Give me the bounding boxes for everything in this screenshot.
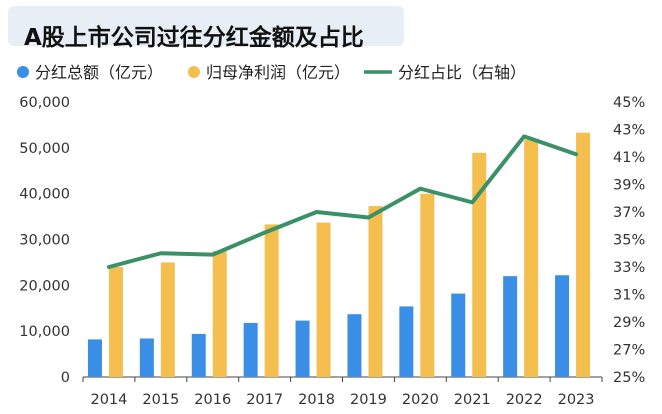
legend-dividend-marker: [17, 66, 29, 78]
x-tick-label: 2016: [194, 392, 231, 408]
bar-profit: [576, 132, 591, 377]
ratio-point: [366, 216, 370, 219]
bar-profit: [472, 152, 487, 377]
left-tick-label: 60,000: [19, 95, 70, 111]
right-axis-ticks: 25% 27% 29% 31% 33% 35% 37% 39% 41% 43% 45%: [613, 95, 645, 386]
ratio-point: [418, 187, 422, 191]
bar-profit: [212, 250, 227, 377]
ratio-line-group: [106, 134, 579, 269]
right-tick-label: 35%: [613, 233, 645, 249]
left-tick-label: 40,000: [19, 187, 70, 203]
ratio-point: [159, 251, 163, 255]
x-tick-label: 2021: [454, 392, 491, 408]
ratio-point: [470, 200, 474, 204]
bar-dividend: [555, 275, 570, 377]
right-tick-label: 29%: [613, 315, 645, 331]
legend-ratio-label: 分红占比（右轴）: [398, 63, 526, 82]
chart-title: A股上市公司过往分红金额及占比: [24, 25, 364, 51]
ratio-point: [107, 265, 111, 269]
ratio-point: [315, 210, 319, 214]
right-tick-label: 27%: [613, 343, 645, 359]
bar-dividend: [191, 333, 206, 377]
bar-dividend: [399, 306, 414, 377]
right-tick-label: 31%: [613, 288, 645, 304]
right-tick-label: 25%: [613, 370, 645, 386]
left-tick-label: 30,000: [19, 233, 70, 249]
legend-profit-marker: [188, 66, 200, 78]
left-tick-label: 20,000: [19, 278, 70, 294]
legend: 分红总额（亿元） 归母净利润（亿元） 分红占比（右轴）: [17, 63, 526, 82]
right-tick-label: 39%: [613, 178, 645, 194]
x-axis-ticks: 2014 2015 2016 2017 2018 2019 2020 2021 2022 2023: [82, 377, 603, 408]
bar-profit: [160, 262, 175, 377]
x-tick-label: 2020: [402, 392, 439, 408]
left-tick-label: 0: [61, 370, 70, 386]
bar-dividend: [347, 314, 362, 377]
bar-profit: [264, 224, 279, 377]
x-tick-label: 2017: [246, 392, 283, 408]
bar-profit: [524, 139, 539, 377]
right-tick-label: 45%: [613, 95, 645, 111]
x-tick-label: 2015: [142, 392, 179, 408]
x-tick-label: 2023: [558, 392, 595, 408]
x-tick-label: 2019: [350, 392, 387, 408]
bar-dividend: [139, 338, 154, 377]
x-tick-label: 2014: [90, 392, 127, 408]
bar-dividend: [503, 276, 518, 377]
right-tick-label: 41%: [613, 150, 645, 166]
title-banner: A股上市公司过往分红金额及占比: [8, 6, 404, 51]
left-axis-ticks: 0 10,000 20,000 30,000 40,000 50,000 60,000: [19, 95, 70, 386]
ratio-point: [263, 231, 267, 235]
bar-dividend: [243, 322, 258, 377]
right-tick-label: 43%: [613, 123, 645, 139]
ratio-line: [106, 134, 579, 269]
ratio-point: [522, 134, 526, 138]
left-tick-label: 50,000: [19, 141, 70, 157]
bar-dividend: [295, 320, 310, 377]
bar-profit: [420, 193, 435, 377]
bar-profit: [368, 206, 383, 377]
legend-profit-label: 归母净利润（亿元）: [206, 63, 350, 82]
bar-profit: [316, 222, 331, 377]
right-tick-label: 33%: [613, 260, 645, 276]
bar-profit: [108, 267, 123, 377]
x-tick-label: 2018: [298, 392, 335, 408]
left-tick-label: 10,000: [19, 324, 70, 340]
ratio-point: [574, 152, 578, 156]
right-tick-label: 37%: [613, 205, 645, 221]
x-tick-label: 2022: [506, 392, 543, 408]
ratio-point: [211, 253, 215, 257]
bars-group: [87, 132, 591, 377]
bar-dividend: [87, 339, 102, 377]
bar-dividend: [451, 293, 466, 377]
legend-dividend-label: 分红总额（亿元）: [35, 63, 163, 82]
